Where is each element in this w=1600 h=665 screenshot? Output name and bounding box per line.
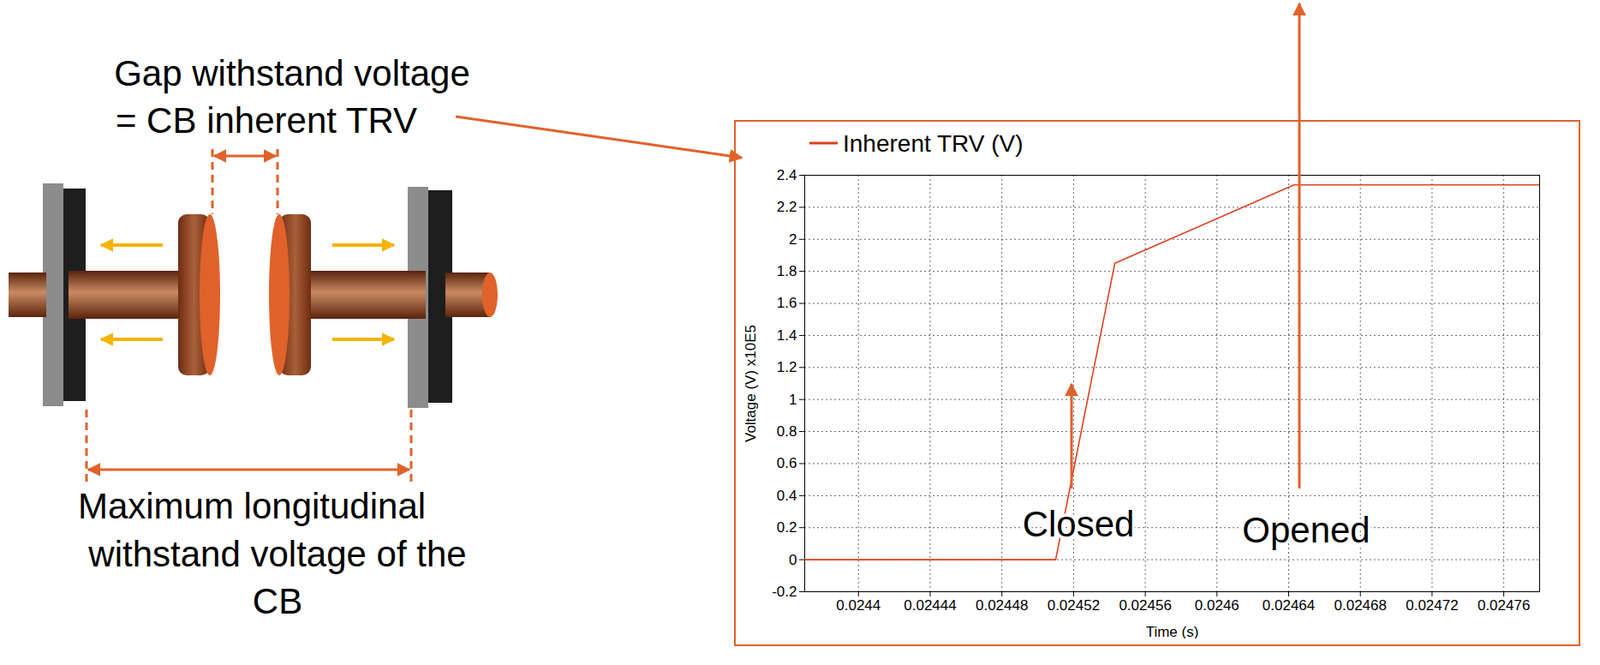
svg-text:0.02468: 0.02468 (1334, 597, 1387, 614)
svg-text:1.8: 1.8 (776, 262, 798, 280)
svg-text:withstand voltage of the: withstand voltage of the (87, 533, 466, 574)
svg-text:Gap withstand voltage: Gap withstand voltage (113, 53, 471, 94)
svg-text:2.4: 2.4 (776, 167, 798, 184)
svg-text:0.0246: 0.0246 (1194, 597, 1240, 614)
svg-text:0.02452: 0.02452 (1047, 597, 1100, 614)
svg-text:1: 1 (788, 391, 797, 408)
svg-text:1.4: 1.4 (776, 327, 798, 344)
svg-text:0.4: 0.4 (776, 487, 798, 504)
svg-text:0.02476: 0.02476 (1477, 597, 1530, 614)
svg-text:0.02464: 0.02464 (1262, 597, 1315, 614)
svg-text:2: 2 (788, 231, 797, 248)
svg-text:0.02472: 0.02472 (1405, 597, 1458, 614)
svg-text:0.02444: 0.02444 (903, 597, 956, 614)
svg-text:0: 0 (788, 551, 797, 568)
svg-text:0.0244: 0.0244 (835, 597, 881, 614)
svg-text:Time (s): Time (s) (1146, 623, 1200, 639)
svg-text:CB: CB (252, 580, 303, 621)
svg-text:1.6: 1.6 (776, 294, 798, 311)
svg-text:Closed: Closed (1022, 503, 1135, 544)
svg-text:0.02448: 0.02448 (975, 597, 1028, 614)
svg-text:Maximum longitudinal: Maximum longitudinal (77, 485, 426, 526)
svg-text:= CB inherent TRV: = CB inherent TRV (115, 100, 418, 141)
svg-text:2.2: 2.2 (776, 198, 798, 215)
svg-text:0.02456: 0.02456 (1118, 597, 1171, 614)
svg-text:-0.2: -0.2 (771, 583, 797, 600)
svg-text:0.8: 0.8 (776, 423, 798, 440)
svg-text:1.2: 1.2 (776, 358, 798, 376)
svg-text:0.6: 0.6 (776, 454, 798, 472)
svg-text:Inherent TRV (V): Inherent TRV (V) (842, 130, 1024, 157)
svg-text:Voltage (V) x10E5: Voltage (V) x10E5 (742, 324, 759, 442)
svg-text:Opened: Opened (1241, 509, 1370, 550)
svg-text:0.2: 0.2 (776, 519, 798, 536)
